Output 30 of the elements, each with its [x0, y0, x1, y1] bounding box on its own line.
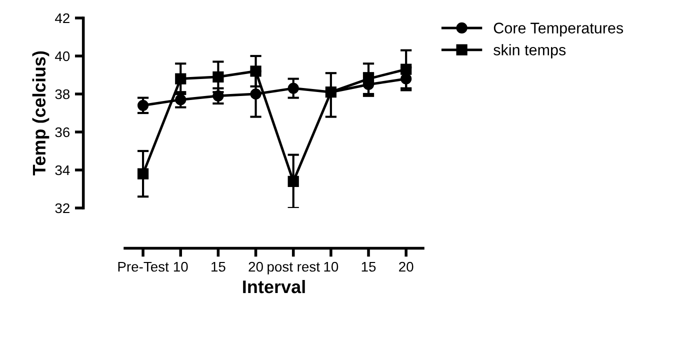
x-tick-label: post rest [268, 262, 320, 274]
point [137, 100, 149, 111]
y-tick-label: 34 [55, 165, 70, 176]
x-tick-label: 15 [362, 262, 376, 272]
x-tick-label: Pre-Test [118, 262, 169, 272]
y-tick-label: 42 [55, 13, 70, 24]
x-tick-label: 10 [324, 262, 338, 272]
point [250, 88, 262, 100]
x-tick-label: 20 [248, 262, 263, 272]
y-tick-label: 36 [55, 127, 70, 138]
point [288, 82, 299, 94]
point [250, 66, 262, 77]
point [212, 71, 224, 82]
y-tick-label: 40 [55, 51, 70, 62]
point [362, 73, 374, 84]
x-tick-label: 20 [399, 262, 414, 272]
legend-label: Core Temperatures [494, 22, 624, 36]
y-tick-label: 32 [55, 203, 70, 214]
y-axis-title: Temp (celcius) [32, 51, 50, 176]
point [175, 73, 186, 84]
point [288, 176, 299, 187]
y-tick-label: 38 [55, 89, 70, 100]
legend-label: skin temps [494, 44, 566, 58]
point [325, 86, 336, 98]
x-tick-label: 15 [212, 262, 226, 272]
x-tick-label: 10 [174, 262, 188, 272]
point [400, 64, 412, 75]
x-axis-title: Interval [243, 280, 305, 294]
point [400, 73, 412, 84]
point [137, 168, 149, 180]
